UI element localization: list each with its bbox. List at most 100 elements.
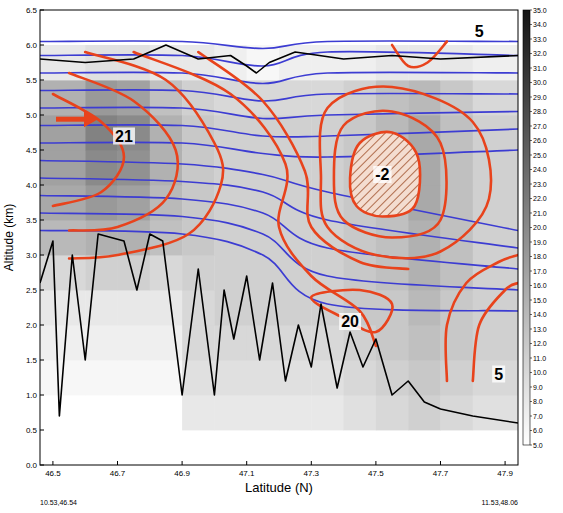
y-tick-label: 4.0 xyxy=(26,181,38,190)
reflectivity-cell xyxy=(247,115,280,150)
colorbar-tick xyxy=(530,300,532,301)
y-tick xyxy=(40,115,44,116)
reflectivity-cell xyxy=(473,185,518,220)
terrain-line xyxy=(40,45,518,73)
y-tick xyxy=(40,360,44,361)
reflectivity-cell xyxy=(344,395,377,430)
colorbar-tick xyxy=(530,68,532,69)
wind-contour xyxy=(446,255,518,381)
colorbar-tick xyxy=(530,387,532,388)
x-tick xyxy=(182,461,183,465)
colorbar-tick xyxy=(530,53,532,54)
terrain-line xyxy=(40,234,518,423)
x-tick-label: 47.7 xyxy=(433,469,449,478)
reflectivity-cell xyxy=(182,395,215,430)
colorbar-tick xyxy=(530,97,532,98)
reflectivity-cell xyxy=(440,115,473,150)
colorbar-tick xyxy=(530,358,532,359)
wind-contour xyxy=(334,111,447,238)
reflectivity-cell xyxy=(214,430,247,465)
colorbar-tick-label: 28.0 xyxy=(533,108,547,115)
x-tick-label: 46.5 xyxy=(45,469,61,478)
reflectivity-cell xyxy=(40,220,86,255)
flow-arrow xyxy=(56,117,86,122)
reflectivity-cell xyxy=(118,255,151,290)
reflectivity-cell xyxy=(473,360,518,395)
streamline xyxy=(40,231,518,312)
y-tick-label: 5.5 xyxy=(26,76,38,85)
colorbar-tick-label: 8.0 xyxy=(533,398,543,405)
reflectivity-cell xyxy=(279,430,312,465)
colorbar-tick-label: 20.0 xyxy=(533,224,547,231)
reflectivity-cell xyxy=(182,185,215,220)
colorbar-tick-label: 22.0 xyxy=(533,195,547,202)
x-tick-label: 47.5 xyxy=(368,469,384,478)
wind-contour xyxy=(320,87,491,259)
colorbar-tick-label: 14.0 xyxy=(533,311,547,318)
y-tick xyxy=(40,290,44,291)
colorbar-tick-label: 26.0 xyxy=(533,137,547,144)
x-tick xyxy=(52,461,53,465)
streamline xyxy=(40,196,518,270)
reflectivity-cell xyxy=(473,45,518,80)
colorbar-tick xyxy=(530,329,532,330)
y-tick xyxy=(40,45,44,46)
reflectivity-cell xyxy=(376,430,409,465)
reflectivity-cell xyxy=(344,255,377,290)
colorbar-tick xyxy=(530,401,532,402)
colorbar-tick-label: 16.0 xyxy=(533,282,547,289)
reflectivity-cell xyxy=(247,185,280,220)
reflectivity-cell xyxy=(279,325,312,360)
colorbar-tick xyxy=(530,271,532,272)
y-tick xyxy=(40,395,44,396)
colorbar-tick-label: 5.0 xyxy=(533,442,543,449)
annotations: 21-22055 xyxy=(113,23,505,383)
annotation-patch xyxy=(373,166,391,183)
colorbar xyxy=(523,10,530,445)
reflectivity-cell xyxy=(473,80,518,115)
x-tick xyxy=(311,461,312,465)
x-tick-label: 47.3 xyxy=(304,469,320,478)
colorbar-tick xyxy=(530,24,532,25)
reflectivity-cell xyxy=(247,430,280,465)
reflectivity-cell xyxy=(214,360,247,395)
wind-contour xyxy=(311,290,392,333)
reflectivity-cell xyxy=(150,430,183,465)
y-tick-label: 3.0 xyxy=(26,251,38,260)
colorbar-tick xyxy=(530,227,532,228)
colorbar-tick-label: 25.0 xyxy=(533,152,547,159)
streamline xyxy=(40,72,518,83)
wind-contour xyxy=(392,42,447,68)
reflectivity-cell xyxy=(118,325,151,360)
y-tick xyxy=(40,185,44,186)
reflectivity-cell xyxy=(344,45,377,80)
colorbar-tick-label: 15.0 xyxy=(533,297,547,304)
reflectivity-cell xyxy=(85,255,118,290)
reflectivity-cell xyxy=(40,430,86,465)
reflectivity-cell xyxy=(311,45,344,80)
y-axis-title: Altitude (km) xyxy=(2,204,16,271)
x-tick-label: 47.1 xyxy=(239,469,255,478)
y-tick xyxy=(40,80,44,81)
y-tick-label: 0.5 xyxy=(26,426,38,435)
x-tick xyxy=(505,461,506,465)
reflectivity-cell xyxy=(118,290,151,325)
reflectivity-cell xyxy=(408,45,441,80)
reflectivity-cell xyxy=(85,360,118,395)
corner-label: 11.53,48.06 xyxy=(482,499,519,506)
reflectivity-cell xyxy=(408,290,441,325)
reflectivity-cell xyxy=(150,290,183,325)
colorbar-tick-label: 19.0 xyxy=(533,239,547,246)
reflectivity-cell xyxy=(40,325,86,360)
x-tick xyxy=(375,461,376,465)
reflectivity-cell xyxy=(279,395,312,430)
colorbar-tick xyxy=(530,126,532,127)
colorbar-tick xyxy=(530,198,532,199)
plot-background xyxy=(40,10,518,465)
reflectivity-cell xyxy=(150,80,183,115)
y-tick xyxy=(40,325,44,326)
colorbar-tick-label: 18.0 xyxy=(533,253,547,260)
reflectivity-cell xyxy=(40,395,86,430)
colorbar-tick xyxy=(530,140,532,141)
annotation: 5 xyxy=(494,366,503,383)
